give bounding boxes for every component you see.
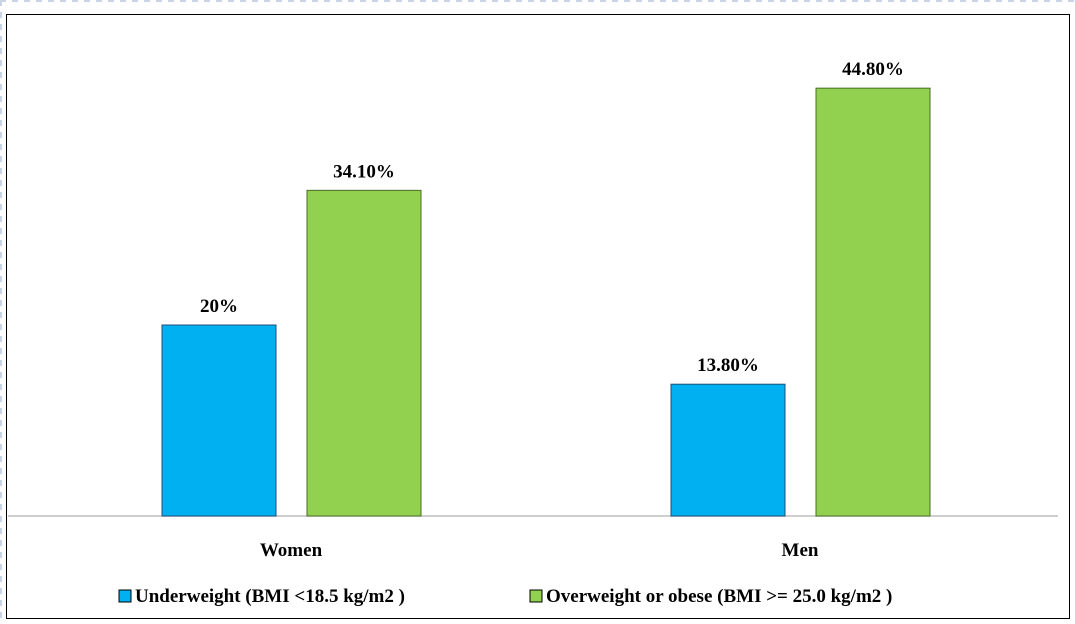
bar-women-series-2 — [306, 189, 422, 517]
data-label: 13.80% — [697, 355, 759, 376]
legend-swatch-2 — [529, 589, 543, 603]
legend-swatch-1 — [118, 589, 132, 603]
legend-label-1: Underweight (BMI <18.5 kg/m2 ) — [135, 586, 405, 607]
data-label: 20% — [200, 296, 238, 317]
bar-men-series-2 — [815, 87, 931, 517]
data-label: 34.10% — [333, 161, 395, 182]
bar-men-series-1 — [670, 383, 786, 517]
legend-label-2: Overweight or obese (BMI >= 25.0 kg/m2 ) — [546, 586, 892, 607]
category-label: Women — [260, 540, 323, 561]
category-label: Men — [782, 540, 819, 561]
bar-women-series-1 — [161, 324, 277, 517]
data-label: 44.80% — [842, 59, 904, 80]
